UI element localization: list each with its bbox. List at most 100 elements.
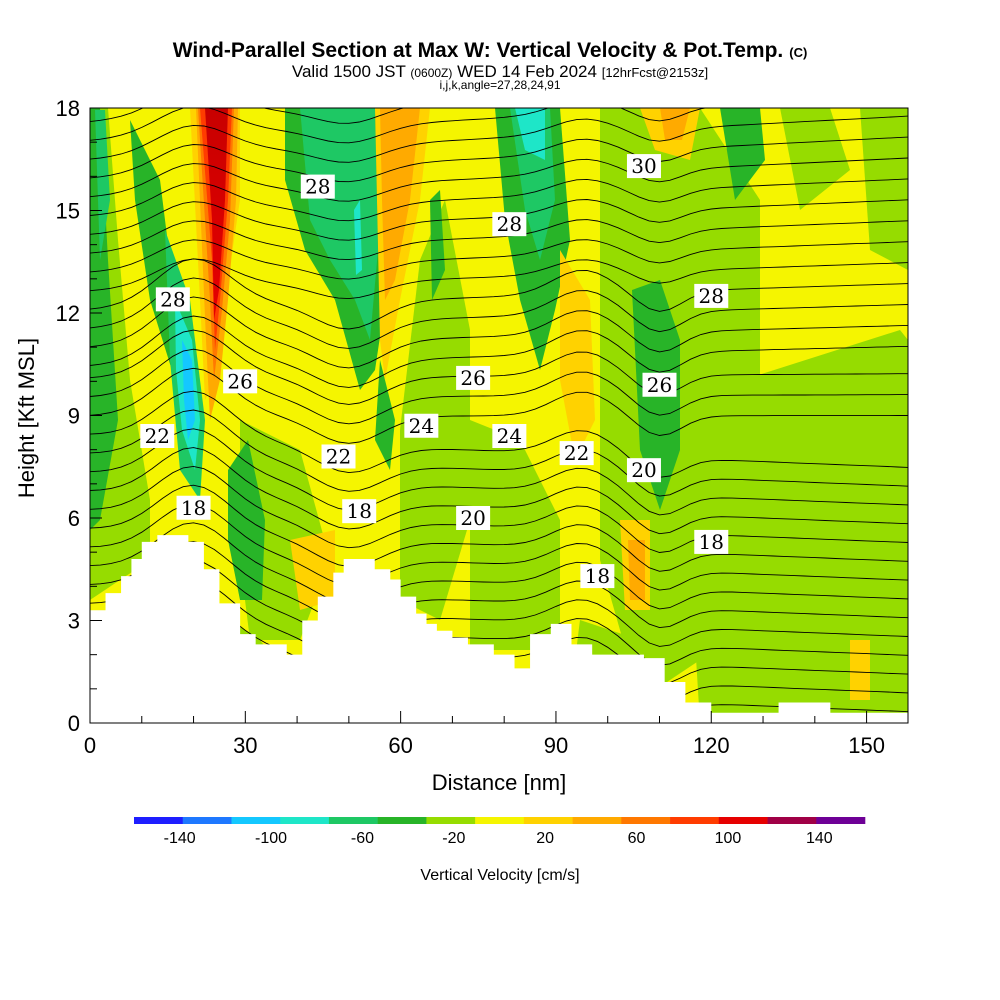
contour-line [90,541,908,629]
colorbar-swatch [280,817,330,824]
w-region [90,108,118,530]
contour-label-box [404,413,439,438]
contour-line [90,465,908,553]
contour-label: 26 [647,373,672,397]
contour-line [90,428,908,516]
colorbar-label: Vertical Velocity [cm/s] [420,867,579,884]
contour-label: 28 [497,212,522,236]
y-tick-label: 18 [56,96,80,121]
y-tick-label: 9 [68,404,80,429]
y-tick-label: 3 [68,609,80,634]
w-region [380,108,420,300]
w-region [400,200,470,620]
contour-label-box [155,287,190,312]
colorbar-swatch [621,817,671,824]
contour-label-box [626,154,661,179]
colorbar-swatch [377,817,427,824]
colorbar-swatch [182,817,232,824]
w-region [860,108,908,270]
w-region [470,420,560,650]
w-region [375,360,395,470]
contour-label-box [492,424,527,448]
contour-label: 22 [326,445,351,469]
contour-label-box [642,372,677,397]
contour-label-box [223,369,258,394]
contour-line [90,390,908,478]
contour-label: 20 [460,506,485,530]
contour-line [90,329,908,405]
contour-line [90,239,908,280]
x-tick-label: 60 [388,733,412,758]
colorbar-swatch [426,817,476,824]
y-tick-label: 12 [56,301,80,326]
contour-label-box [342,499,377,524]
colorbar-swatch [134,817,184,824]
w-region [560,250,595,460]
contour-line [90,447,908,535]
contour-line [90,296,908,369]
w-region [780,108,850,210]
copyright-mark: (C) [789,45,807,60]
colorbar: -140 -100 -60 -20 20 60 100 140 [134,817,866,847]
w-region [515,108,545,160]
contour-label: 24 [409,414,434,438]
contour-label-box [456,506,491,530]
x-tick-label: 120 [693,733,730,758]
chart-meta: i,j,k,angle=27,28,24,91 [439,78,560,92]
contour-line [90,409,908,497]
contour-label: 22 [564,441,589,465]
w-region [430,190,445,300]
chart-title: Wind-Parallel Section at Max W: Vertical… [173,39,808,62]
contour-label-box [492,212,527,237]
contour-label: 28 [160,287,185,311]
w-region [720,108,765,200]
colorbar-swatch [475,817,525,824]
y-tick-label: 0 [68,711,80,736]
contour-label: 26 [460,366,485,390]
contour-line [90,484,908,572]
x-axis-label: Distance [nm] [432,770,567,795]
contour-line [90,136,908,183]
colorbar-tick-label: 100 [715,830,742,847]
colorbar-swatch [328,817,378,824]
contour-label-box [694,529,729,554]
contour-label: 20 [631,458,656,482]
y-axis: 0 3 6 9 12 15 18 [56,96,102,736]
contour-label: 26 [227,369,252,393]
contour-line [90,522,908,610]
contour-label-box [694,283,729,308]
contour-line [90,348,908,425]
colorbar-tick-label: -20 [442,830,465,847]
contour-label-box [580,564,615,589]
contour-label-box [321,444,356,469]
w-region [660,108,690,140]
contour-label-box [559,441,594,466]
colorbar-tick-label: 140 [806,830,833,847]
x-tick-label: 150 [848,733,885,758]
contour-label-box [456,365,491,390]
contour-line [90,219,908,261]
contour-line [90,178,908,222]
colorbar-swatch [523,817,573,824]
contour-line [90,559,908,647]
w-region [205,108,228,320]
contour-label: 22 [145,424,170,448]
colorbar-swatch [718,817,768,824]
colorbar-tick-label: 20 [536,830,554,847]
w-region [300,108,378,340]
chart-subtitle: Valid 1500 JST (0600Z) WED 14 Feb 2024 [… [292,62,708,81]
colorbar-tick-label: -60 [351,830,374,847]
contour-label: 30 [631,154,656,178]
colorbar-swatch [670,817,720,824]
colorbar-tick-label: 60 [628,830,646,847]
w-region [130,120,175,380]
y-axis-label: Height [Kft MSL] [14,338,39,498]
contour-label: 24 [497,424,522,448]
contour-line [90,277,908,349]
contour-label: 18 [181,496,206,520]
y-tick-label: 6 [68,506,80,531]
contour-label-box [300,174,335,199]
contour-label-box [626,458,661,483]
contour-label: 18 [346,499,371,523]
